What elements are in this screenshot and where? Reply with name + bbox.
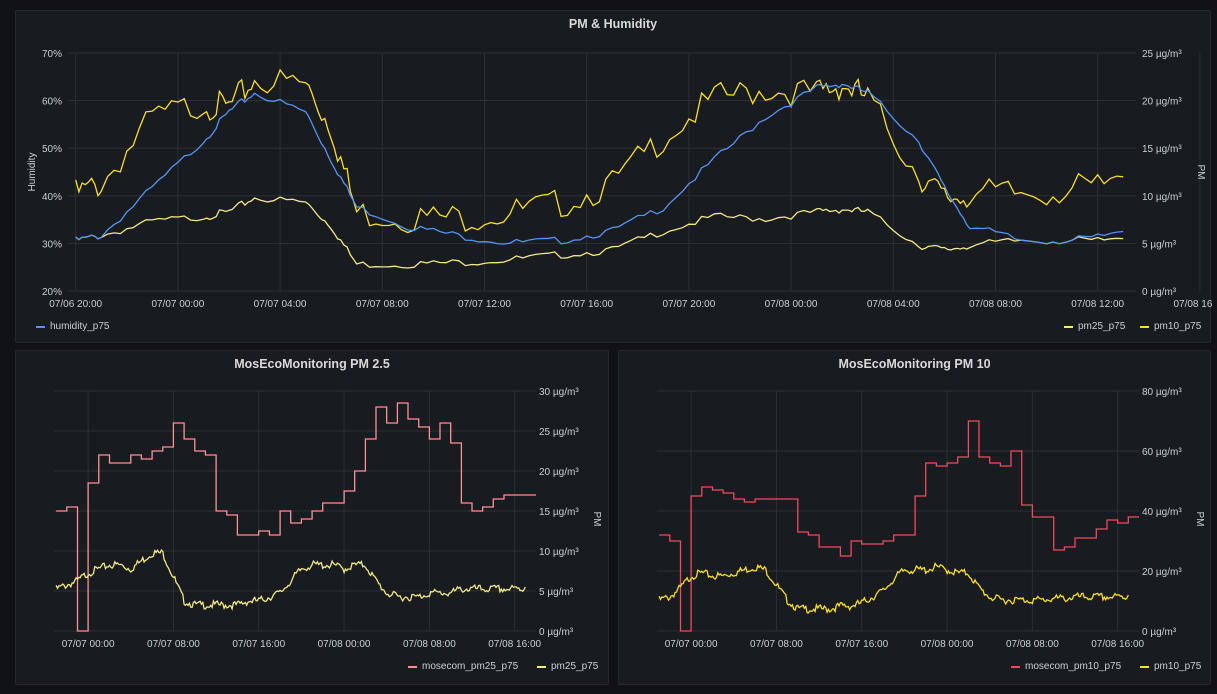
pm10-panel: MosEcoMonitoring PM 10 07/07 00:00 07/07 … — [618, 350, 1211, 685]
y-right-axis-label: PM — [1195, 165, 1206, 180]
legend-swatch — [1064, 325, 1073, 328]
legend-swatch — [36, 325, 45, 328]
x-tick-label: 07/06 20:00 — [49, 299, 102, 310]
legend-mosecom-pm25[interactable]: mosecom_pm25_p75 — [408, 661, 518, 672]
x-tick-label: 07/08 08:00 — [969, 299, 1022, 310]
x-tick-label: 07/07 16:00 — [835, 639, 888, 650]
y-tick-label: 60 µg/m³ — [1142, 447, 1182, 458]
y-tick-label: 20 µg/m³ — [539, 467, 579, 478]
x-tick-label: 07/07 08:00 — [356, 299, 409, 310]
legend-label: pm10_p75 — [1154, 321, 1202, 332]
legend-label: humidity_p75 — [50, 321, 110, 332]
pm25-chart[interactable]: 07/07 00:00 07/07 08:00 07/07 16:00 07/08 0… — [16, 351, 610, 686]
panel-title[interactable]: MosEcoMonitoring PM 10 — [838, 357, 991, 371]
x-tick-label: 07/08 04:00 — [867, 299, 920, 310]
legend-swatch — [1011, 665, 1020, 668]
pm25-panel: MosEcoMonitoring PM 2.5 07/07 00:00 07/07… — [15, 350, 609, 685]
y-left-tick-label: 60% — [42, 97, 62, 108]
legend-swatch — [1140, 325, 1149, 328]
x-tick-label: 07/08 08:00 — [1006, 639, 1059, 650]
x-tick-label: 07/08 16:00 — [1091, 639, 1144, 650]
legend-label: mosecom_pm25_p75 — [422, 661, 519, 672]
y-tick-label: 15 µg/m³ — [539, 507, 579, 518]
x-tick-label: 07/07 08:00 — [147, 639, 200, 650]
legend-humidity[interactable]: humidity_p75 — [36, 321, 109, 332]
y-right-tick-label: 25 µg/m³ — [1142, 49, 1182, 60]
x-tick-label: 07/08 00:00 — [921, 639, 974, 650]
x-tick-label: 07/08 12:00 — [1071, 299, 1124, 310]
legend-swatch — [408, 665, 417, 668]
x-tick-label: 07/07 00:00 — [62, 639, 115, 650]
legend-pm10[interactable]: pm10_p75 — [1140, 321, 1201, 332]
x-tick-label: 07/07 08:00 — [750, 639, 803, 650]
panel-title[interactable]: MosEcoMonitoring PM 2.5 — [234, 357, 390, 371]
y-right-tick-label: 10 µg/m³ — [1142, 192, 1182, 203]
x-tick-label: 07/08 16:00 — [1173, 299, 1212, 310]
pm-humidity-panel: PM & Humidity 07/06 20:00 07/07 00:00 07/0… — [15, 10, 1212, 344]
panel-title[interactable]: PM & Humidity — [568, 17, 658, 31]
y-tick-label: 0 µg/m³ — [539, 627, 574, 638]
y-tick-label: 40 µg/m³ — [1142, 507, 1182, 518]
x-tick-label: 07/08 00:00 — [318, 639, 371, 650]
grid — [657, 390, 1139, 632]
humidity-series-line — [75, 83, 1124, 245]
x-tick-label: 07/07 00:00 — [665, 639, 718, 650]
x-tick-label: 07/07 12:00 — [458, 299, 511, 310]
y-tick-label: 80 µg/m³ — [1142, 387, 1182, 398]
pm-series-line — [55, 548, 526, 612]
y-tick-label: 20 µg/m³ — [1142, 567, 1182, 578]
y-tick-label: 10 µg/m³ — [539, 547, 579, 558]
y-tick-label: 0 µg/m³ — [1142, 627, 1177, 638]
y-tick-label: 5 µg/m³ — [539, 587, 574, 598]
pm10-series-line — [75, 68, 1124, 234]
pm10-chart[interactable]: 07/07 00:00 07/07 08:00 07/07 16:00 07/08 0… — [619, 351, 1212, 686]
pm-humidity-chart[interactable]: 07/06 20:00 07/07 00:00 07/07 04:00 07/07 0… — [16, 11, 1212, 344]
y-left-tick-label: 70% — [42, 49, 62, 60]
x-tick-label: 07/07 16:00 — [560, 299, 613, 310]
x-tick-label: 07/07 04:00 — [254, 299, 307, 310]
mosecom-series-line — [56, 402, 536, 632]
mosecom-series-line — [659, 420, 1139, 632]
legend-label: pm10_p75 — [1154, 661, 1202, 672]
legend-label: pm25_p75 — [1078, 321, 1126, 332]
x-tick-label: 07/07 00:00 — [151, 299, 204, 310]
x-tick-label: 07/07 20:00 — [662, 299, 715, 310]
y-tick-label: 25 µg/m³ — [539, 427, 579, 438]
y-right-tick-label: 15 µg/m³ — [1142, 144, 1182, 155]
pm25-series-line — [75, 196, 1124, 269]
pm-series-line — [658, 562, 1129, 615]
legend-swatch — [1140, 665, 1149, 668]
y-right-tick-label: 20 µg/m³ — [1142, 97, 1182, 108]
x-tick-label: 07/08 08:00 — [403, 639, 456, 650]
y-left-tick-label: 30% — [42, 239, 62, 250]
x-tick-label: 07/07 16:00 — [232, 639, 285, 650]
legend-pm10[interactable]: pm10_p75 — [1140, 661, 1201, 672]
y-left-tick-label: 40% — [42, 192, 62, 203]
y-left-tick-label: 20% — [42, 287, 62, 298]
x-tick-label: 07/08 00:00 — [765, 299, 818, 310]
grid — [68, 52, 1201, 292]
legend-label: mosecom_pm10_p75 — [1025, 661, 1122, 672]
legend-label: pm25_p75 — [551, 661, 599, 672]
x-tick-label: 07/08 16:00 — [488, 639, 541, 650]
legend-pm25[interactable]: pm25_p75 — [1064, 321, 1125, 332]
legend-swatch — [537, 665, 546, 668]
legend-mosecom-pm10[interactable]: mosecom_pm10_p75 — [1011, 661, 1121, 672]
y-right-axis-label: PM — [591, 512, 602, 527]
y-right-tick-label: 5 µg/m³ — [1142, 239, 1177, 250]
legend-pm25[interactable]: pm25_p75 — [537, 661, 598, 672]
y-left-axis-label: Humidity — [27, 153, 38, 192]
y-right-axis-label: PM — [1194, 512, 1205, 527]
y-tick-label: 30 µg/m³ — [539, 387, 579, 398]
y-left-tick-label: 50% — [42, 144, 62, 155]
y-right-tick-label: 0 µg/m³ — [1142, 287, 1177, 298]
grid — [54, 390, 536, 632]
